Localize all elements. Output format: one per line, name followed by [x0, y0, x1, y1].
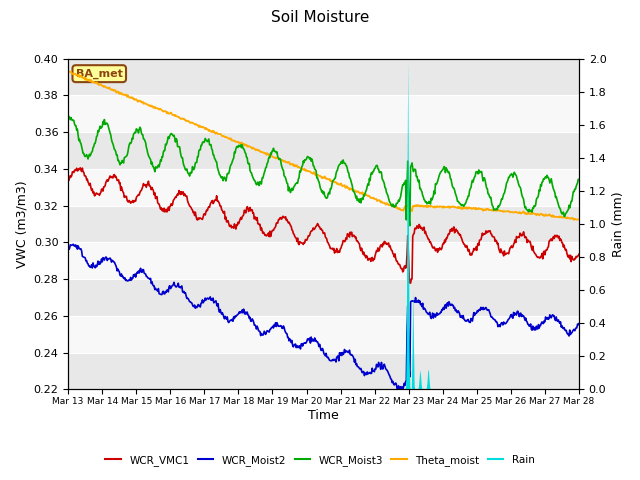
- Bar: [68, 242, 579, 279]
- Bar: [68, 96, 579, 132]
- Y-axis label: Rain (mm): Rain (mm): [612, 191, 625, 257]
- Text: Soil Moisture: Soil Moisture: [271, 10, 369, 24]
- X-axis label: Time: Time: [308, 409, 339, 422]
- Legend: WCR_VMC1, WCR_Moist2, WCR_Moist3, Theta_moist, Rain: WCR_VMC1, WCR_Moist2, WCR_Moist3, Theta_…: [101, 451, 539, 470]
- Y-axis label: VWC (m3/m3): VWC (m3/m3): [15, 180, 28, 268]
- Bar: [68, 316, 579, 353]
- Text: BA_met: BA_met: [76, 69, 123, 79]
- Bar: [68, 169, 579, 205]
